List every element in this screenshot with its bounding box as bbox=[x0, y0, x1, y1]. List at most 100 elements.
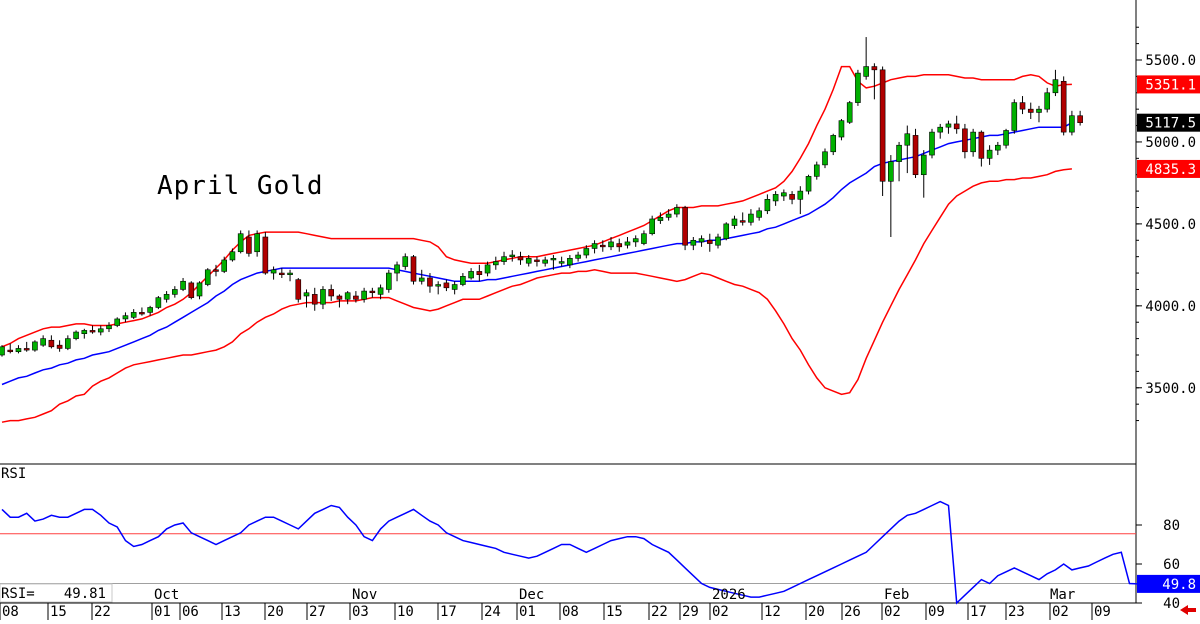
candle-body bbox=[1077, 115, 1083, 123]
candle-body bbox=[155, 297, 162, 308]
date-day-label: 23 bbox=[1008, 604, 1025, 620]
candle-body bbox=[1044, 92, 1051, 110]
candle-body bbox=[32, 341, 38, 351]
middle-band-line bbox=[1, 122, 1073, 386]
candle-body bbox=[995, 144, 1001, 151]
candle-body bbox=[328, 289, 335, 297]
candle-body bbox=[525, 258, 532, 264]
price-tick-label: 5000.0 bbox=[1145, 135, 1196, 151]
candle-body bbox=[739, 220, 746, 223]
candle-body bbox=[320, 289, 326, 305]
candle-body bbox=[558, 261, 565, 264]
candle-body bbox=[789, 194, 795, 200]
date-day-label: 20 bbox=[808, 604, 825, 620]
candle-body bbox=[624, 241, 631, 246]
candle-body bbox=[953, 123, 960, 130]
date-day-label: 01 bbox=[519, 604, 536, 620]
price-tick-label: 3500.0 bbox=[1145, 381, 1196, 397]
candle-body bbox=[295, 279, 302, 300]
scroll-left-arrow-icon[interactable] bbox=[1180, 605, 1196, 615]
candle-body bbox=[674, 207, 680, 215]
candle-body bbox=[567, 258, 573, 266]
candle-body bbox=[147, 307, 153, 313]
candle-body bbox=[986, 149, 993, 159]
candle-body bbox=[180, 280, 186, 290]
candle-body bbox=[863, 66, 869, 77]
candle-body bbox=[344, 292, 351, 300]
date-month-label: 2026 bbox=[712, 587, 746, 603]
candle-body bbox=[846, 102, 853, 123]
candle-body bbox=[122, 315, 129, 320]
candle-body bbox=[213, 269, 219, 272]
candle-body bbox=[1069, 115, 1075, 133]
candle-body bbox=[715, 236, 721, 246]
price-tick-label: 5500.0 bbox=[1145, 53, 1196, 69]
candle-body bbox=[534, 259, 540, 262]
date-day-label: 24 bbox=[484, 604, 501, 620]
candle-body bbox=[15, 348, 22, 353]
candle-body bbox=[221, 259, 228, 272]
candle-body bbox=[509, 254, 516, 257]
rsi-readout-value: 49.81 bbox=[64, 586, 106, 602]
candle-body bbox=[7, 349, 14, 353]
candle-body bbox=[970, 131, 976, 153]
date-month-label: Nov bbox=[352, 587, 377, 603]
candle-body bbox=[830, 135, 837, 153]
rsi-line bbox=[1, 500, 1138, 605]
candle-body bbox=[81, 330, 88, 334]
candle-body bbox=[937, 126, 944, 133]
candle-body bbox=[163, 294, 170, 300]
candle-body bbox=[838, 120, 845, 138]
candle-body bbox=[1019, 102, 1026, 110]
candle-body bbox=[690, 239, 697, 246]
date-month-label: Oct bbox=[154, 587, 179, 603]
rsi-readout-box bbox=[0, 583, 113, 603]
upper-band-line bbox=[1, 65, 1072, 348]
candle-body bbox=[599, 244, 606, 248]
candle-body bbox=[394, 264, 400, 274]
candle-body bbox=[649, 218, 655, 235]
candle-body bbox=[353, 295, 359, 300]
date-day-label: 01 bbox=[154, 604, 171, 620]
candle-body bbox=[962, 128, 968, 153]
candle-body bbox=[336, 295, 343, 300]
candle-body bbox=[591, 243, 598, 249]
candle-body bbox=[476, 271, 483, 275]
candle-body bbox=[40, 338, 46, 346]
price-tick-label: 4500.0 bbox=[1145, 217, 1196, 233]
candle-body bbox=[204, 269, 211, 285]
candle-body bbox=[369, 290, 376, 294]
candle-body bbox=[698, 238, 705, 243]
candle-body bbox=[879, 69, 886, 182]
candle-body bbox=[501, 256, 507, 262]
candle-body bbox=[114, 318, 121, 326]
price-tick-label: 4000.0 bbox=[1145, 299, 1196, 315]
candle-body bbox=[73, 331, 79, 339]
candle-body bbox=[279, 272, 285, 275]
candle-body bbox=[56, 344, 63, 349]
candle-body bbox=[196, 282, 203, 297]
candle-body bbox=[410, 256, 417, 282]
candle-body bbox=[888, 161, 894, 182]
date-day-label: 13 bbox=[224, 604, 241, 620]
candle-body bbox=[805, 176, 812, 192]
candle-body bbox=[706, 239, 713, 244]
candle-body bbox=[517, 256, 524, 261]
upper-band-tag bbox=[1137, 75, 1200, 94]
candle-body bbox=[608, 241, 614, 248]
candle-body bbox=[764, 199, 771, 212]
date-day-label: 03 bbox=[352, 604, 369, 620]
candle-body bbox=[978, 131, 985, 159]
candle-body bbox=[484, 264, 491, 274]
candle-body bbox=[657, 217, 664, 221]
candle-body bbox=[583, 248, 590, 256]
candle-body bbox=[945, 123, 952, 128]
date-day-label: 08 bbox=[562, 604, 579, 620]
candle-body bbox=[723, 223, 730, 239]
candle-body bbox=[89, 330, 96, 333]
date-day-label: 17 bbox=[440, 604, 457, 620]
candle-body bbox=[772, 194, 779, 202]
date-day-label: 26 bbox=[844, 604, 861, 620]
date-day-label: 08 bbox=[2, 604, 19, 620]
